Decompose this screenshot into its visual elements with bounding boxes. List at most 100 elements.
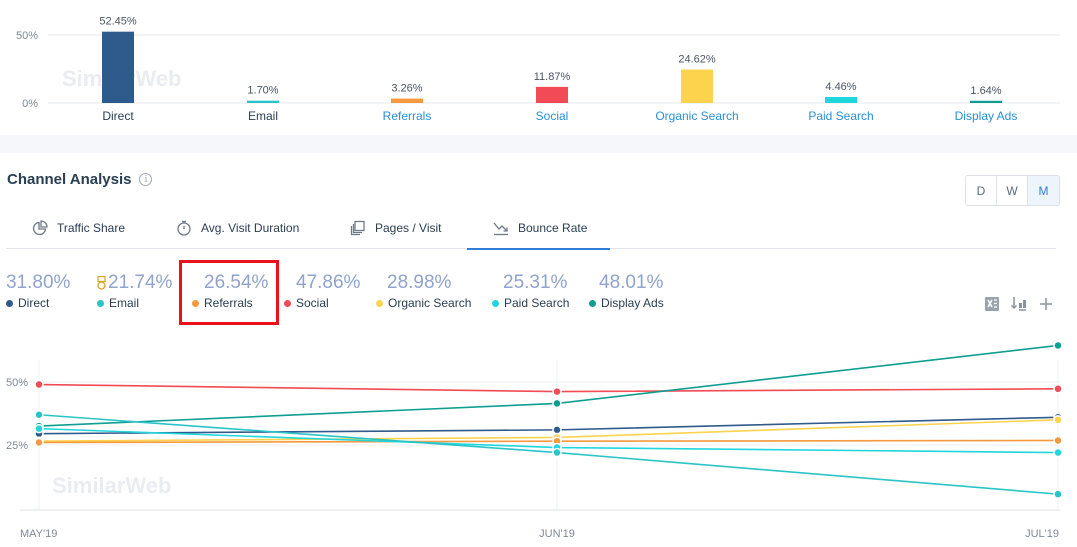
legend-dot xyxy=(492,299,499,307)
legend-item-social[interactable]: 47.86% Social xyxy=(284,272,360,310)
series-point-organic-search xyxy=(1053,415,1063,425)
legend-dot xyxy=(284,299,291,307)
metric-tabs: Traffic Share Avg. Visit Duration Pages … xyxy=(6,207,1056,250)
bar-referrals xyxy=(391,98,423,103)
legend-dot xyxy=(97,299,104,307)
channel-label: Email xyxy=(248,109,278,123)
tab-bounce-rate[interactable]: Bounce Rate xyxy=(467,207,610,250)
channel-label: Organic Search xyxy=(655,109,738,123)
legend-value: 25.31% xyxy=(503,272,568,293)
tab-label: Pages / Visit xyxy=(375,221,442,235)
y-tick-label: 25% xyxy=(6,440,28,452)
legend-item-direct[interactable]: 31.80% Direct xyxy=(6,272,70,310)
chart-tools xyxy=(983,295,1055,313)
channel-label: Paid Search xyxy=(808,109,873,123)
granularity-week-button[interactable]: W xyxy=(997,176,1028,205)
bounce-rate-line-chart: 50% 25% SimilarWeb MAY'19 JUN'19 JUL'19 xyxy=(6,340,1063,540)
excel-export-icon[interactable] xyxy=(983,295,1001,313)
legend-value: 48.01% xyxy=(599,272,664,293)
chart-legend: 31.80% Direct 21.74% Email 26.54% Referr… xyxy=(0,272,980,322)
legend-name: Email xyxy=(109,296,140,310)
watermark-text: SimilarWeb xyxy=(52,473,171,498)
legend-value: 31.80% xyxy=(6,272,71,293)
channel-label: Direct xyxy=(102,109,134,123)
legend-dot xyxy=(6,299,13,307)
y-tick-label: 50% xyxy=(6,377,28,389)
section-divider xyxy=(0,135,1077,153)
legend-name: Referrals xyxy=(204,296,253,310)
bar-value-label: 24.62% xyxy=(678,54,716,66)
legend-item-email[interactable]: 21.74% Email xyxy=(97,272,172,310)
series-point-referrals xyxy=(34,437,44,448)
pages-icon xyxy=(350,220,365,236)
series-point-display-ads xyxy=(1053,340,1063,351)
legend-dot xyxy=(376,299,383,307)
bar-chart-svg: 50%0%SimilarWeb52.45%Direct1.70%Email3.2… xyxy=(16,16,1060,123)
series-point-paid-search xyxy=(34,423,44,434)
series-point-email xyxy=(552,447,562,458)
series-line-display-ads xyxy=(38,344,1059,427)
legend-dot xyxy=(192,299,199,307)
legend-dot xyxy=(589,299,596,307)
legend-value: 47.86% xyxy=(296,272,361,293)
bounce-rate-icon xyxy=(493,222,508,236)
legend-name: Organic Search xyxy=(388,296,472,310)
channel-label: Display Ads xyxy=(955,109,1018,123)
legend-item-paid-search[interactable]: 25.31% Paid Search xyxy=(492,272,569,310)
bar-value-label: 11.87% xyxy=(534,71,571,83)
legend-value: 26.54% xyxy=(204,272,269,293)
section-title-text: Channel Analysis xyxy=(7,171,132,188)
series-point-email xyxy=(1053,489,1063,499)
bar-value-label: 52.45% xyxy=(99,16,137,28)
legend-value: 28.98% xyxy=(387,272,452,293)
y-tick-label: 0% xyxy=(22,98,38,110)
stopwatch-icon xyxy=(177,220,191,236)
y-tick-label: 50% xyxy=(16,30,38,42)
pie-chart-icon xyxy=(32,220,48,236)
download-sort-icon[interactable] xyxy=(1010,295,1028,313)
series-point-social xyxy=(1053,384,1063,394)
tab-label: Bounce Rate xyxy=(518,221,588,235)
x-tick-label: JUL'19 xyxy=(1025,528,1059,540)
channel-analysis-title: Channel Analysis i xyxy=(7,171,153,188)
tab-label: Traffic Share xyxy=(57,221,126,235)
x-tick-label: JUN'19 xyxy=(539,528,575,540)
x-tick-label: MAY'19 xyxy=(20,528,57,540)
bar-value-label: 1.64% xyxy=(970,85,1001,97)
granularity-toggle: D W M xyxy=(965,175,1060,206)
granularity-day-button[interactable]: D xyxy=(966,176,997,205)
legend-item-referrals[interactable]: 26.54% Referrals xyxy=(192,272,268,310)
legend-name: Display Ads xyxy=(601,296,664,310)
tab-traffic-share[interactable]: Traffic Share xyxy=(32,207,125,249)
medal-icon xyxy=(97,276,106,290)
traffic-channels-bar-chart: 50%0%SimilarWeb52.45%Direct1.70%Email3.2… xyxy=(0,0,1077,135)
series-point-display-ads xyxy=(552,398,562,409)
legend-value: 21.74% xyxy=(97,272,172,294)
granularity-month-button[interactable]: M xyxy=(1028,176,1059,205)
bar-value-label: 4.46% xyxy=(825,81,856,93)
series-point-referrals xyxy=(1053,435,1063,446)
tab-label: Avg. Visit Duration xyxy=(201,221,300,235)
add-icon[interactable] xyxy=(1037,295,1055,313)
channel-label: Referrals xyxy=(383,109,432,123)
series-point-email xyxy=(34,410,44,420)
legend-item-display-ads[interactable]: 48.01% Display Ads xyxy=(589,272,664,310)
tab-avg-visit-duration[interactable]: Avg. Visit Duration xyxy=(176,207,299,249)
bar-value-label: 1.70% xyxy=(247,85,278,97)
series-point-paid-search xyxy=(1053,447,1063,458)
series-point-direct xyxy=(552,425,562,435)
highlight-annotation-box xyxy=(179,260,279,325)
series-line-social xyxy=(38,383,1059,393)
info-icon[interactable]: i xyxy=(139,173,153,186)
bar-organic-search xyxy=(681,69,713,103)
tab-pages-visit[interactable]: Pages / Visit xyxy=(350,207,441,249)
legend-name: Paid Search xyxy=(504,296,570,310)
legend-name: Social xyxy=(296,296,329,310)
legend-name: Direct xyxy=(18,296,50,310)
bar-direct xyxy=(102,31,134,103)
legend-item-organic-search[interactable]: 28.98% Organic Search xyxy=(376,272,471,310)
series-point-social xyxy=(34,379,44,390)
bar-display-ads xyxy=(970,100,1002,103)
bar-social xyxy=(536,86,568,103)
series-point-social xyxy=(552,386,562,397)
